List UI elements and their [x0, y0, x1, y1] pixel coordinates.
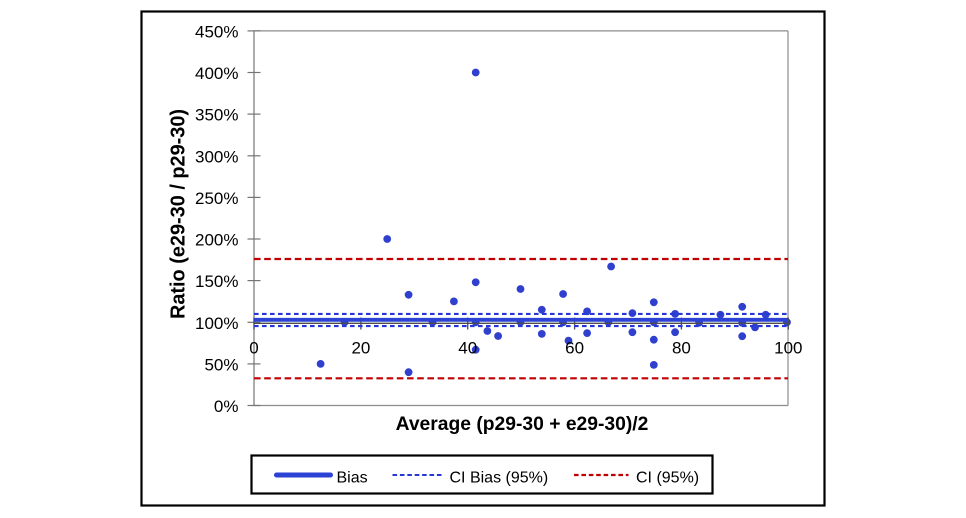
svg-text:400%: 400%	[195, 64, 238, 83]
svg-text:300%: 300%	[195, 147, 238, 166]
svg-text:Average (p29-30 + e29-30)/2: Average (p29-30 + e29-30)/2	[396, 414, 649, 435]
svg-text:0%: 0%	[214, 397, 239, 416]
svg-text:80: 80	[672, 339, 691, 358]
svg-text:100: 100	[774, 339, 802, 358]
svg-text:CI (95%): CI (95%)	[636, 470, 699, 487]
svg-text:200%: 200%	[195, 231, 238, 250]
svg-text:250%: 250%	[195, 189, 238, 208]
svg-text:0: 0	[249, 339, 258, 358]
svg-text:150%: 150%	[195, 272, 238, 291]
svg-text:20: 20	[351, 339, 370, 358]
svg-text:Bias: Bias	[337, 470, 368, 487]
svg-text:40: 40	[458, 339, 477, 358]
svg-text:350%: 350%	[195, 106, 238, 125]
svg-text:100%: 100%	[195, 314, 238, 333]
svg-text:CI Bias (95%): CI Bias (95%)	[450, 470, 549, 487]
svg-text:60: 60	[565, 339, 584, 358]
svg-text:Ratio (e29-30 / p29-30): Ratio (e29-30 / p29-30)	[168, 109, 190, 319]
svg-text:450%: 450%	[195, 22, 238, 41]
svg-text:50%: 50%	[204, 355, 238, 374]
